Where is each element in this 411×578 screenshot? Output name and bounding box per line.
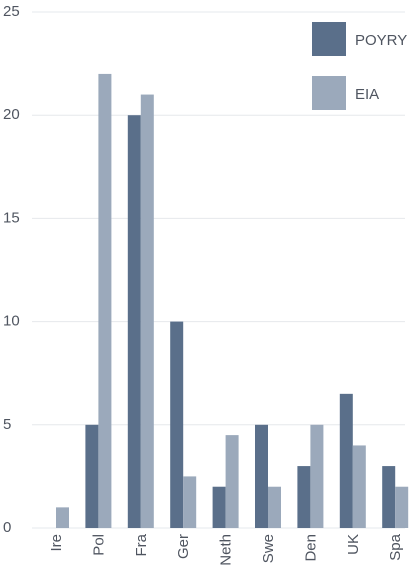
x-tick-label: Ire xyxy=(48,534,65,552)
bar-eia-fra xyxy=(140,94,154,528)
y-tick-label: 5 xyxy=(3,416,11,433)
bar-poyry-swe xyxy=(255,424,268,528)
bar-eia-neth xyxy=(225,435,239,528)
bar-eia-ire xyxy=(56,507,69,528)
x-tick-label: Ger xyxy=(175,534,192,559)
x-tick-label: Neth xyxy=(218,534,235,566)
bars xyxy=(56,73,409,529)
x-tick-label: Spa xyxy=(387,533,404,560)
bar-poyry-fra xyxy=(127,115,141,528)
y-tick-label: 15 xyxy=(3,209,20,226)
legend: POYRY EIA xyxy=(312,22,407,110)
legend-swatch-poyry xyxy=(312,22,346,56)
bar-eia-pol xyxy=(98,73,112,529)
bar-poyry-ger xyxy=(170,321,184,528)
y-tick-label: 10 xyxy=(3,313,20,330)
bar-eia-ger xyxy=(183,476,197,528)
x-axis-ticks: Ire Pol Fra Ger Neth Swe Den UK Spa xyxy=(48,533,404,565)
legend-label-eia: EIA xyxy=(355,86,379,103)
bar-eia-uk xyxy=(352,445,366,528)
bar-poyry-uk xyxy=(339,393,353,528)
bar-poyry-spa xyxy=(382,466,396,528)
bar-eia-swe xyxy=(268,486,281,528)
bar-poyry-den xyxy=(297,466,311,528)
y-tick-label: 20 xyxy=(3,106,20,123)
legend-swatch-eia xyxy=(312,76,346,110)
x-tick-label: Pol xyxy=(90,534,107,556)
bar-eia-spa xyxy=(395,486,409,528)
y-axis-ticks: 0 5 10 15 20 25 xyxy=(3,3,20,536)
bar-poyry-neth xyxy=(212,486,226,528)
bar-eia-den xyxy=(310,424,324,528)
y-tick-label: 0 xyxy=(3,519,11,536)
x-tick-label: Swe xyxy=(260,534,277,563)
x-tick-label: Fra xyxy=(133,533,150,556)
bar-poyry-pol xyxy=(85,424,99,528)
x-tick-label: Den xyxy=(302,534,319,562)
y-tick-label: 25 xyxy=(3,3,20,20)
legend-label-poyry: POYRY xyxy=(355,32,407,49)
x-tick-label: UK xyxy=(345,534,362,555)
